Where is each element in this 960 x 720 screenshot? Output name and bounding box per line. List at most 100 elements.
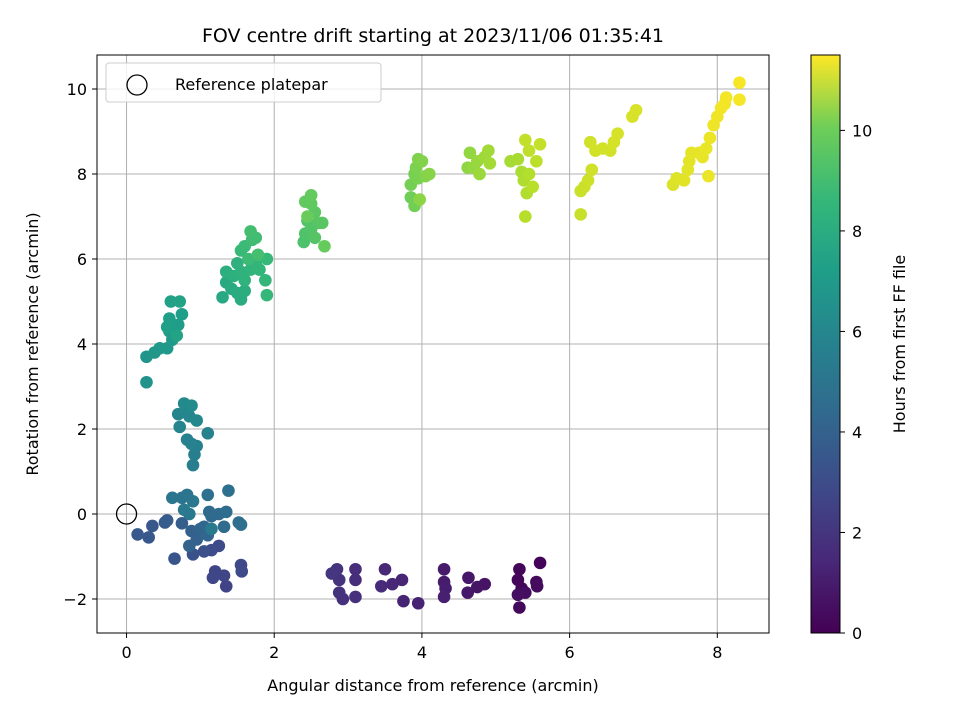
x-axis-label: Angular distance from reference (arcmin)	[267, 676, 598, 695]
colorbar-tick-label: 0	[852, 624, 862, 643]
scatter-point	[185, 437, 198, 451]
scatter-point	[238, 284, 251, 298]
scatter-point	[332, 586, 346, 599]
scatter-point	[197, 545, 211, 558]
scatter-point	[315, 216, 329, 230]
scatter-point	[629, 103, 643, 117]
scatter-point	[349, 573, 362, 587]
legend-label-reference: Reference platepar	[175, 75, 328, 94]
scatter-point	[205, 522, 218, 536]
scatter-point	[186, 494, 200, 508]
scatter-point	[511, 152, 525, 166]
scatter-point	[437, 590, 451, 604]
colorbar-tick-label: 6	[852, 322, 862, 341]
colorbar-label: Hours from first FF file	[890, 255, 909, 434]
x-tick-label: 2	[269, 643, 279, 662]
y-tick-label: 0	[77, 505, 87, 524]
reference-platepar-marker	[115, 503, 138, 525]
scatter-point	[386, 577, 399, 591]
scatter-point	[244, 225, 257, 238]
scatter-point	[216, 290, 229, 304]
scatter-point	[473, 167, 486, 181]
scatter-point	[185, 399, 198, 412]
scatter-point	[513, 562, 526, 576]
scatter-point	[190, 414, 203, 427]
scatter-point	[206, 571, 220, 585]
scatter-point	[533, 556, 547, 570]
scatter-point	[519, 133, 532, 147]
y-tick-label: 8	[77, 165, 87, 184]
scatter-point	[533, 137, 547, 151]
scatter-point	[160, 514, 174, 527]
colorbar-gradient	[810, 54, 841, 634]
scatter-point	[171, 318, 185, 332]
scatter-point	[175, 491, 189, 505]
scatter-point	[519, 210, 532, 223]
scatter-point	[164, 295, 178, 308]
y-tick-label: 6	[77, 250, 87, 269]
y-tick-label: 10	[67, 80, 87, 99]
scatter-point	[186, 458, 200, 472]
scatter-point	[166, 491, 179, 505]
grid-lines	[97, 55, 769, 633]
scatter-point	[415, 154, 429, 168]
scatter-point	[201, 426, 215, 440]
scatter-point	[522, 144, 536, 157]
scatter-point	[585, 163, 599, 177]
scatter-point	[160, 320, 174, 334]
scatter-point	[375, 579, 388, 593]
scatter-point	[222, 484, 235, 497]
scatter-point	[703, 131, 717, 145]
scatter-point	[733, 76, 746, 89]
scatter-point	[462, 571, 475, 585]
y-tick-label: −2	[63, 590, 87, 609]
scatter-point	[168, 552, 181, 565]
scatter-point	[318, 239, 331, 253]
scatter-point	[461, 586, 475, 599]
scatter-point	[251, 248, 265, 262]
scatter-point	[175, 307, 189, 321]
scatter-point	[395, 573, 409, 587]
scatter-point	[238, 273, 251, 287]
scatter-point	[235, 565, 249, 578]
colorbar-ticks: 0 2 4 6 8 10	[840, 121, 872, 643]
colorbar-tick-label: 10	[852, 121, 872, 140]
scatter-point	[173, 420, 187, 434]
scatter-point	[522, 167, 536, 181]
scatter-point	[437, 562, 451, 576]
scatter-point	[201, 488, 215, 502]
scatter-point	[719, 91, 733, 104]
scatter-point	[173, 295, 187, 308]
scatter-point	[581, 174, 595, 187]
x-tick-label: 0	[121, 643, 131, 662]
scatter-point	[349, 590, 362, 604]
scatter-point	[219, 505, 233, 519]
y-axis-label: Rotation from reference (arcmin)	[23, 212, 42, 475]
scatter-point	[411, 596, 425, 610]
legend-box	[105, 62, 382, 103]
scatter-points	[115, 76, 746, 614]
legend-reference-marker	[126, 74, 148, 96]
scatter-point	[142, 531, 155, 544]
y-tick-label: 2	[77, 420, 87, 439]
scatter-point	[183, 539, 196, 553]
y-axis: −2 0 2 4 6 8 10	[63, 80, 97, 609]
colorbar-tick-label: 2	[852, 523, 862, 542]
scatter-point	[677, 174, 691, 187]
scatter-point	[423, 167, 436, 181]
colorbar: 0 2 4 6 8 10 Hours from first FF file	[810, 54, 909, 643]
scatter-point	[131, 528, 144, 541]
scatter-point	[253, 263, 266, 276]
scatter-point	[308, 231, 322, 245]
scatter-point	[202, 505, 216, 519]
scatter-point	[482, 144, 495, 157]
scatter-point	[304, 188, 318, 202]
y-tick-label: 4	[77, 335, 87, 354]
scatter-point	[397, 594, 410, 608]
scatter-point	[242, 252, 255, 266]
scatter-point	[217, 520, 231, 534]
scatter-point	[234, 518, 248, 531]
scatter-point	[170, 329, 184, 342]
x-axis: 0 2 4 6 8	[121, 633, 722, 662]
